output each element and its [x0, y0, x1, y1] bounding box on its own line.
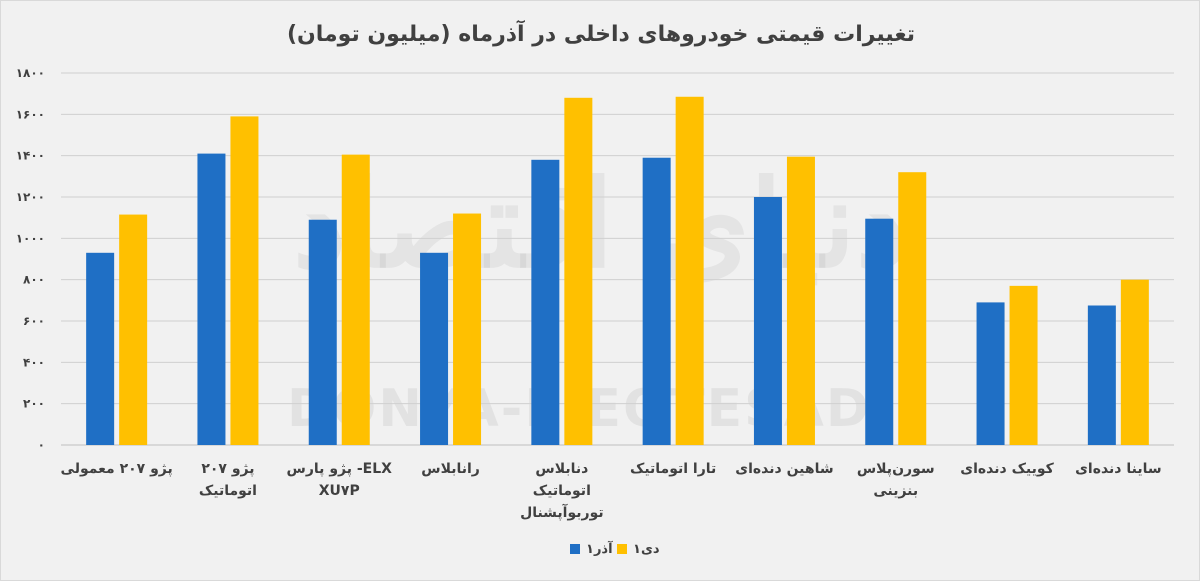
x-category-label: دنابلاس [535, 461, 588, 477]
x-category-label: بنزینی [873, 483, 918, 499]
legend-label-series-1: ۱آذر [586, 540, 613, 557]
y-tick-label: ۴۰۰ [23, 355, 45, 369]
bar-series-2 [1009, 285, 1038, 445]
legend-label-series-2: ۱دی [633, 542, 660, 557]
bar-series-2 [453, 213, 482, 445]
bar-series-2 [675, 96, 704, 446]
bar-series-2 [1120, 279, 1149, 445]
y-tick-label: ۰ [38, 438, 45, 452]
x-category-label: سورن‌پلاس [857, 461, 935, 477]
bars [86, 96, 1149, 446]
y-tick-label: ۱۲۰۰ [16, 190, 45, 204]
x-category-label: توربوآپشنال [520, 503, 604, 521]
x-category-label: اتوماتیک [199, 483, 257, 499]
x-category-label: پژو ۲۰۷ معمولی [61, 461, 173, 477]
y-axis: ۰ ۲۰۰ ۴۰۰ ۶۰۰ ۸۰۰ ۱۰۰۰ ۱۲۰۰ ۱۴۰۰ ۱۶۰۰ ۱۸۰۰ [16, 66, 45, 452]
y-tick-label: ۲۰۰ [23, 397, 45, 411]
bar-series-2 [119, 214, 148, 445]
watermark-persian: دنیای اقتصاد [293, 154, 909, 295]
bar-series-1 [308, 219, 337, 445]
bar-series-1 [642, 157, 671, 445]
bar-series-2 [898, 172, 927, 445]
bar-series-1 [86, 252, 115, 445]
bar-series-2 [564, 97, 593, 446]
bar-series-2 [786, 156, 815, 445]
bar-series-1 [197, 153, 226, 445]
x-axis: پژو ۲۰۷ معمولی پژو ۲۰۷ اتوماتیک ELX- پژو پا… [61, 461, 1162, 521]
x-category-label: رانابلاس [421, 461, 480, 477]
bar-series-2 [341, 154, 370, 445]
x-category-label: کوییک دنده‌ای [960, 461, 1054, 477]
bar-series-1 [976, 302, 1005, 445]
bar-series-1 [1087, 305, 1116, 445]
y-tick-label: ۱۰۰۰ [16, 231, 45, 245]
y-tick-label: ۶۰۰ [23, 314, 45, 328]
bar-series-1 [531, 159, 560, 446]
bar-series-1 [753, 197, 782, 445]
y-tick-label: ۸۰۰ [23, 273, 45, 287]
x-category-label: شاهین دنده‌ای [735, 461, 833, 477]
legend: ۱دی ۱آذر [570, 540, 660, 557]
y-tick-label: ۱۶۰۰ [16, 107, 45, 121]
bar-series-1 [865, 218, 894, 445]
legend-swatch-series-2 [617, 544, 627, 554]
bar-series-1 [420, 252, 449, 445]
y-tick-label: ۱۸۰۰ [16, 66, 45, 80]
chart-title: تغییرات قیمتی خودروهای داخلی در آذرماه (… [287, 19, 915, 47]
x-category-label: ساینا دنده‌ای [1075, 461, 1162, 477]
x-category-label: اتوماتیک [533, 483, 591, 499]
x-category-label: XU۷P [319, 483, 360, 499]
bar-series-2 [230, 116, 259, 446]
y-tick-label: ۱۴۰۰ [16, 149, 45, 163]
legend-swatch-series-1 [570, 544, 580, 554]
x-category-label: ELX- پژو پارس [287, 461, 393, 477]
x-category-label: تارا اتوماتیک [630, 461, 716, 477]
x-category-label: پژو ۲۰۷ [201, 461, 254, 477]
